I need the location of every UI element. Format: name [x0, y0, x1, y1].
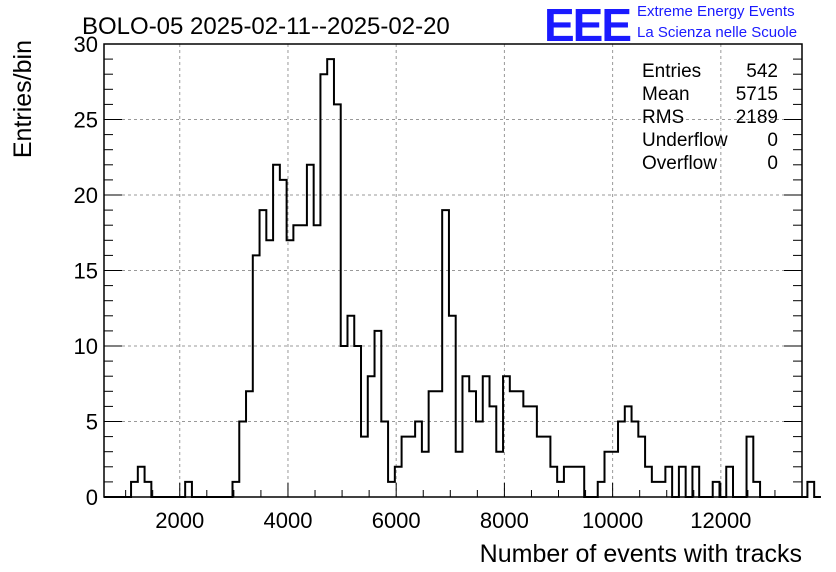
x-axis-label: Number of events with tracks [480, 540, 802, 568]
y-tick-label: 15 [74, 259, 98, 284]
x-tick-label: 10000 [582, 508, 643, 533]
stats-value: 0 [767, 130, 778, 151]
stats-value: 2189 [736, 107, 778, 128]
stats-value: 0 [767, 153, 778, 174]
histogram-step-line [104, 58, 821, 498]
x-tick-label: 4000 [263, 508, 312, 533]
x-tick-label: 2000 [155, 508, 204, 533]
stats-value: 5715 [736, 84, 778, 105]
stats-value: 542 [746, 61, 778, 82]
stats-label: Mean [642, 84, 690, 105]
x-tick-label: 12000 [690, 508, 751, 533]
axis-ticks [104, 43, 802, 498]
stats-label: RMS [642, 107, 684, 128]
logo-line-1: Extreme Energy Events [637, 3, 795, 20]
stats-label: Underflow [642, 130, 728, 151]
y-tick-label: 5 [86, 410, 98, 435]
y-tick-labels: 0 5 10 15 20 25 30 [74, 32, 98, 510]
logo-line-2: La Scienza nelle Scuole [637, 24, 798, 41]
chart-title: BOLO-05 2025-02-11--2025-02-20 [82, 13, 450, 40]
stats-label: Entries [642, 61, 701, 82]
eee-logo-mark: EEE [544, 0, 632, 51]
y-tick-label: 0 [86, 485, 98, 510]
x-tick-label: 8000 [480, 508, 529, 533]
grid-lines [104, 44, 802, 497]
plot-frame [103, 43, 803, 498]
y-axis-label: Entries/bin [9, 40, 37, 158]
y-tick-label: 20 [74, 183, 98, 208]
x-tick-labels: 2000 4000 6000 8000 10000 12000 [155, 508, 751, 533]
stats-box: Entries 542 Mean 5715 RMS 2189 Underflow 0 Overf… [642, 61, 778, 174]
x-tick-label: 6000 [372, 508, 421, 533]
y-tick-label: 10 [74, 334, 98, 359]
stats-label: Overflow [642, 153, 717, 174]
y-tick-label: 30 [74, 32, 98, 57]
y-tick-label: 25 [74, 108, 98, 133]
